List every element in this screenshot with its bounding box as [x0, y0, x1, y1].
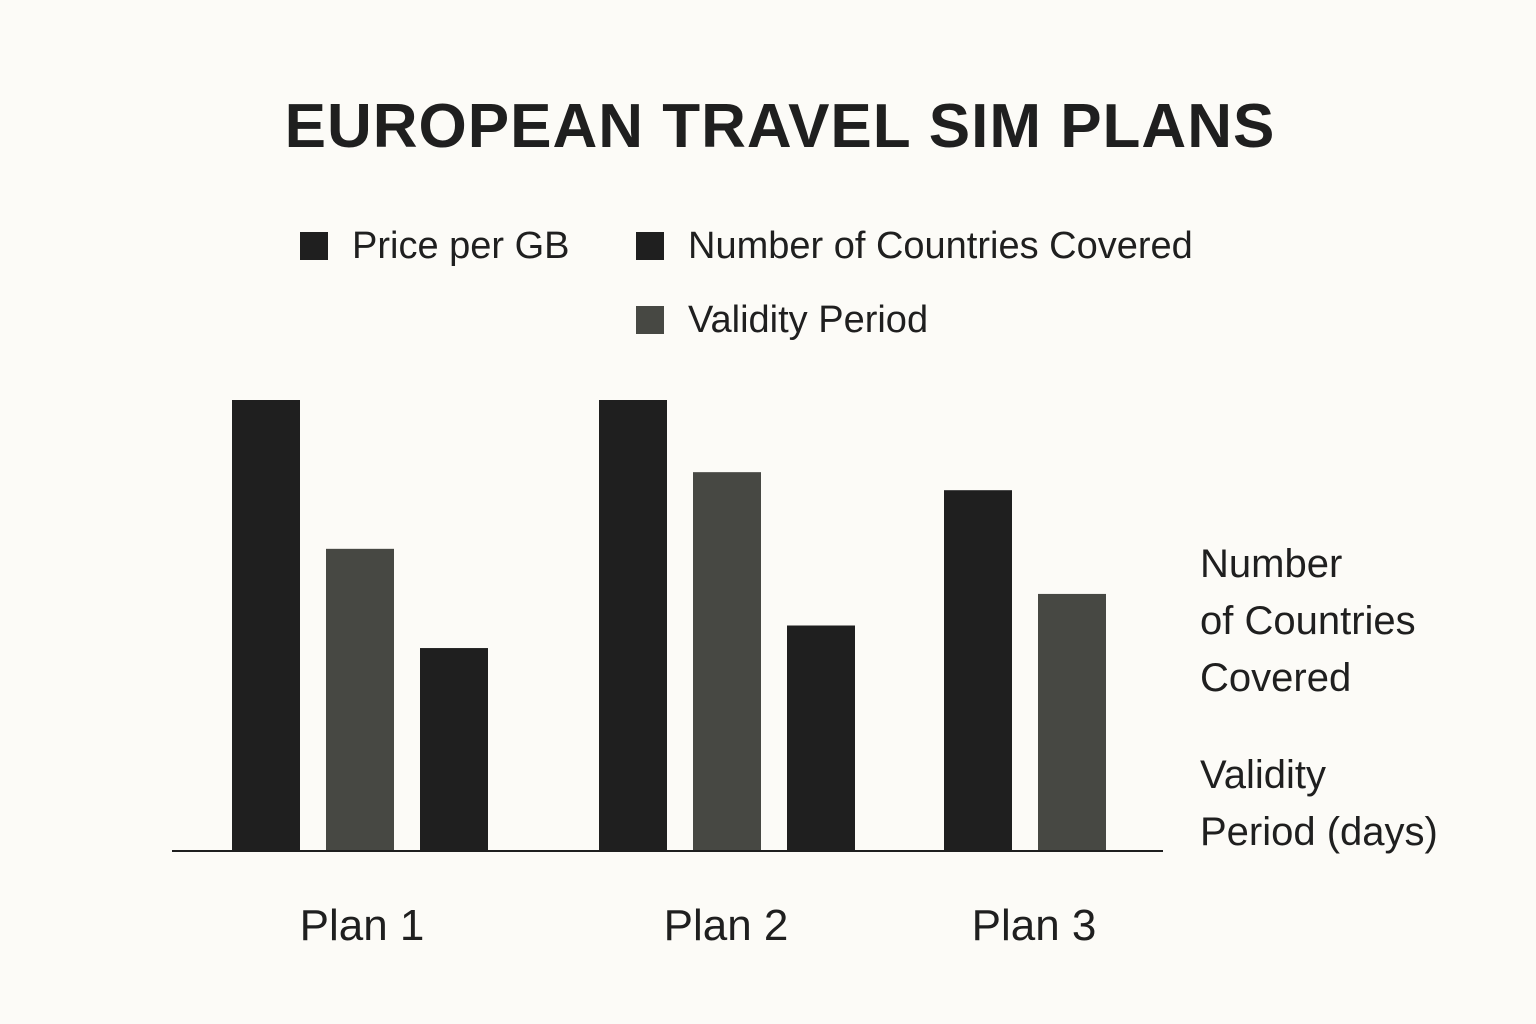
legend-swatch-countries-covered — [636, 232, 664, 260]
legend-item-validity-period: Validity Period — [636, 298, 928, 342]
bar-plan-2-2 — [693, 472, 761, 851]
x-tick-label-plan-1: Plan 1 — [300, 901, 425, 950]
side-label-validity-period: Validity Period (days) — [1200, 747, 1500, 861]
side-label-validity-line-1: Validity — [1200, 753, 1326, 797]
side-label-countries-line-3: Covered — [1200, 656, 1352, 700]
side-label-validity-line-2: Period (days) — [1200, 810, 1438, 854]
x-tick-label-plan-2: Plan 2 — [664, 901, 789, 950]
legend-item-price-per-gb: Price per GB — [300, 224, 570, 268]
legend-label-price-per-gb: Price per GB — [352, 225, 570, 267]
bar-plan-1-2 — [326, 548, 394, 851]
legend-label-validity-period: Validity Period — [688, 299, 929, 341]
legend-swatch-validity-period — [636, 306, 664, 334]
bar-plan-3-2 — [1038, 593, 1106, 851]
legend-label-countries-covered: Number of Countries Covered — [688, 225, 1193, 267]
side-label-countries-line-1: Number — [1200, 542, 1343, 586]
chart-title: EUROPEAN TRAVEL SIM PLANS — [284, 92, 1276, 161]
x-tick-label-plan-3: Plan 3 — [972, 901, 1097, 950]
bar-plan-2-1 — [599, 400, 667, 851]
bar-plan-2-3 — [787, 625, 855, 851]
legend-swatch-price-per-gb — [300, 232, 328, 260]
bar-plan-1-1 — [232, 400, 300, 851]
legend-item-countries-covered: Number of Countries Covered — [636, 224, 1193, 268]
side-label-countries-covered: Number of Countries Covered — [1200, 536, 1500, 707]
side-label-countries-line-2: of Countries — [1200, 599, 1416, 643]
bar-plan-1-3 — [420, 648, 488, 851]
bar-marks — [232, 400, 1106, 851]
bar-plan-3-1 — [944, 490, 1012, 851]
